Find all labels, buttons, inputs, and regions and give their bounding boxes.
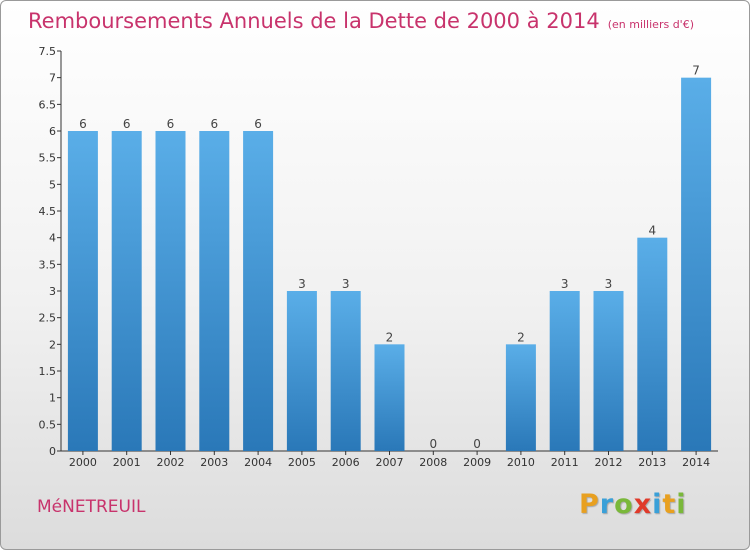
bar-2007 — [374, 344, 405, 451]
x-tick-label-2013: 2013 — [638, 456, 666, 469]
bar-2002 — [155, 131, 186, 451]
data-label-2004: 6 — [254, 117, 262, 131]
bar-2005 — [286, 291, 317, 451]
bar-2012 — [593, 291, 624, 451]
x-tick-label-2010: 2010 — [507, 456, 535, 469]
chart-title: Remboursements Annuels de la Dette de 20… — [28, 9, 694, 33]
data-label-2002: 6 — [167, 117, 175, 131]
x-tick-label-2005: 2005 — [288, 456, 316, 469]
logo-letter: x — [633, 489, 653, 520]
bar-2014 — [681, 77, 712, 452]
bar-2000 — [67, 131, 98, 451]
y-tick-label: 2 — [49, 338, 56, 351]
logo-letter: i — [676, 489, 687, 520]
bar-2010 — [505, 344, 536, 451]
logo-letter: t — [662, 489, 677, 520]
chart-title-text: Remboursements Annuels de la Dette de 20… — [28, 9, 600, 33]
x-tick-label-2014: 2014 — [682, 456, 710, 469]
data-label-2013: 4 — [648, 224, 656, 238]
logo-letter: P — [579, 489, 600, 520]
data-label-2009: 0 — [473, 437, 481, 451]
x-tick-label-2004: 2004 — [244, 456, 272, 469]
x-tick-label-2012: 2012 — [595, 456, 623, 469]
data-label-2000: 6 — [79, 117, 87, 131]
x-tick-label-2001: 2001 — [113, 456, 141, 469]
y-tick-label: 2.5 — [39, 312, 57, 325]
chart-axes: 0 0.5 1 1.5 2 2.5 3 3.5 4 4.5 5 5.5 6 6.5 7 7.5 — [39, 45, 718, 458]
chart-bars — [67, 77, 712, 452]
y-tick-label: 0 — [49, 445, 56, 458]
data-label-2007: 2 — [386, 330, 394, 344]
y-tick-label: 7 — [49, 72, 56, 85]
bar-2013 — [637, 237, 668, 451]
y-tick-label: 0.5 — [39, 418, 57, 431]
commune-name: MéNETREUIL — [37, 497, 146, 517]
x-tick-label-2009: 2009 — [463, 456, 491, 469]
y-tick-label: 1 — [49, 392, 56, 405]
x-tick-label-2002: 2002 — [157, 456, 185, 469]
bar-2004 — [243, 131, 274, 451]
y-tick-label: 1.5 — [39, 365, 57, 378]
y-tick-label: 5 — [49, 178, 56, 191]
data-label-2001: 6 — [123, 117, 131, 131]
logo-letter: i — [652, 489, 663, 520]
y-tick-label: 5.5 — [39, 152, 57, 165]
bar-2003 — [199, 131, 230, 451]
y-tick-label: 6.5 — [39, 98, 57, 111]
data-label-2010: 2 — [517, 330, 525, 344]
y-tick-label: 3 — [49, 285, 56, 298]
y-tick-label: 7.5 — [39, 45, 57, 58]
x-tick-label-2003: 2003 — [200, 456, 228, 469]
chart-subtitle: (en milliers d'€) — [607, 18, 694, 31]
x-tick-label-2000: 2000 — [69, 456, 97, 469]
data-label-2011: 3 — [561, 277, 569, 291]
y-tick-label: 4.5 — [39, 205, 57, 218]
x-tick-label-2007: 2007 — [376, 456, 404, 469]
y-tick-label: 3.5 — [39, 258, 57, 271]
data-label-2008: 0 — [429, 437, 437, 451]
proxiti-logo: Proxiti — [579, 489, 687, 520]
logo-letter: r — [599, 489, 615, 520]
bar-2011 — [549, 291, 580, 451]
y-tick-label: 4 — [49, 232, 56, 245]
logo-letter: o — [614, 489, 634, 520]
x-tick-label-2008: 2008 — [419, 456, 447, 469]
bar-2006 — [330, 291, 361, 451]
data-label-2014: 7 — [692, 64, 700, 78]
chart-labels: 2000620016200262003620046200532006320072… — [69, 64, 710, 469]
x-tick-label-2006: 2006 — [332, 456, 360, 469]
data-label-2012: 3 — [605, 277, 613, 291]
data-label-2006: 3 — [342, 277, 350, 291]
data-label-2005: 3 — [298, 277, 306, 291]
bar-2001 — [111, 131, 142, 451]
y-tick-label: 6 — [49, 125, 56, 138]
x-tick-label-2011: 2011 — [551, 456, 579, 469]
data-label-2003: 6 — [210, 117, 218, 131]
